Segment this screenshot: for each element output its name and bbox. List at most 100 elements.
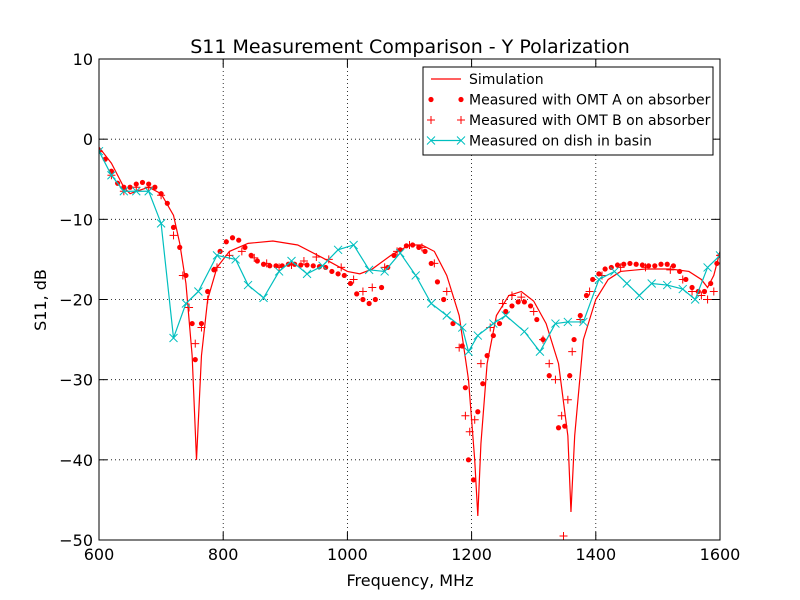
data-point bbox=[107, 170, 116, 180]
data-point bbox=[177, 244, 183, 250]
data-point bbox=[194, 287, 203, 296]
data-point bbox=[237, 247, 246, 256]
data-point bbox=[299, 257, 308, 266]
data-point bbox=[157, 191, 166, 200]
data-point bbox=[677, 268, 683, 275]
data-point bbox=[571, 336, 577, 343]
data-point bbox=[99, 146, 104, 156]
data-point bbox=[274, 267, 284, 276]
data-point bbox=[442, 287, 451, 296]
legend-label: Simulation bbox=[469, 72, 544, 88]
data-point bbox=[395, 248, 405, 258]
data-point bbox=[563, 395, 572, 404]
data-point bbox=[366, 300, 372, 307]
data-point bbox=[517, 293, 526, 302]
legend: Simulation Measured with OMT A on absorbe… bbox=[422, 66, 714, 156]
data-point bbox=[139, 179, 146, 186]
legend-marker bbox=[427, 116, 435, 124]
data-point bbox=[426, 299, 436, 308]
data-point bbox=[211, 267, 217, 273]
data-point bbox=[185, 303, 194, 312]
data-point bbox=[658, 261, 664, 267]
data-point bbox=[231, 255, 240, 264]
data-point bbox=[475, 409, 481, 415]
data-point bbox=[434, 279, 441, 285]
data-point bbox=[529, 307, 538, 316]
data-point bbox=[652, 263, 658, 269]
data-point bbox=[563, 317, 573, 327]
data-point bbox=[535, 347, 545, 356]
legend-label: Measured with OMT A on absorber bbox=[469, 93, 711, 109]
data-point bbox=[577, 312, 583, 319]
data-point bbox=[217, 248, 223, 254]
data-point bbox=[602, 266, 608, 272]
data-point bbox=[181, 299, 191, 308]
data-point bbox=[476, 359, 485, 368]
legend-label: Measured with OMT B on absorber bbox=[469, 113, 711, 129]
data-point bbox=[189, 320, 195, 327]
legend-marker bbox=[426, 136, 436, 145]
data-point bbox=[442, 311, 452, 320]
data-point bbox=[422, 248, 428, 254]
data-point bbox=[585, 287, 594, 296]
data-point bbox=[501, 311, 511, 320]
data-point bbox=[312, 253, 321, 262]
data-point bbox=[590, 276, 596, 283]
y-tick-label: 10 bbox=[73, 50, 93, 69]
data-point bbox=[191, 339, 200, 348]
x-axis-label: Frequency, MHz bbox=[346, 571, 473, 590]
data-point bbox=[144, 183, 153, 192]
chart-title: S11 Measurement Comparison - Y Polarizat… bbox=[190, 36, 630, 58]
data-point bbox=[380, 267, 390, 276]
data-point bbox=[641, 263, 650, 272]
data-point bbox=[688, 287, 697, 296]
y-tick-label: −50 bbox=[59, 531, 93, 550]
data-point bbox=[621, 261, 627, 267]
data-point bbox=[156, 218, 166, 228]
data-point bbox=[647, 279, 657, 288]
data-point bbox=[178, 271, 187, 280]
data-point bbox=[417, 243, 426, 252]
data-point bbox=[496, 320, 503, 327]
y-tick-label: −30 bbox=[59, 371, 93, 390]
data-point bbox=[470, 477, 477, 483]
y-tick-label: −10 bbox=[59, 210, 93, 229]
data-point bbox=[678, 275, 687, 284]
data-point bbox=[329, 268, 335, 275]
data-point bbox=[254, 258, 260, 264]
data-point bbox=[509, 303, 515, 309]
legend-marker bbox=[457, 116, 465, 124]
data-point bbox=[503, 308, 509, 315]
data-point bbox=[627, 260, 633, 267]
plot-area bbox=[99, 146, 720, 540]
data-point bbox=[639, 262, 645, 268]
data-point bbox=[99, 147, 103, 156]
data-point bbox=[358, 287, 367, 296]
data-point bbox=[470, 415, 479, 424]
data-point bbox=[430, 259, 439, 268]
data-point bbox=[318, 261, 327, 271]
data-point bbox=[527, 303, 534, 309]
data-point bbox=[567, 373, 573, 379]
data-point bbox=[633, 261, 639, 267]
data-point bbox=[170, 224, 177, 230]
data-point bbox=[391, 252, 397, 259]
data-point bbox=[473, 331, 483, 340]
data-point bbox=[248, 252, 254, 259]
data-point bbox=[666, 265, 675, 274]
y-axis-label: S11, dB bbox=[31, 269, 50, 331]
x-tick-label: 1600 bbox=[700, 545, 741, 564]
data-point bbox=[664, 261, 670, 267]
data-point bbox=[243, 280, 253, 290]
data-point bbox=[546, 373, 552, 379]
data-point bbox=[364, 265, 374, 275]
data-point bbox=[555, 425, 562, 431]
data-point bbox=[715, 251, 720, 260]
data-point bbox=[450, 320, 456, 327]
data-point bbox=[608, 264, 614, 271]
plot-frame bbox=[98, 58, 721, 541]
data-point bbox=[690, 295, 700, 304]
data-point bbox=[259, 293, 268, 303]
data-point bbox=[127, 184, 133, 190]
legend-marker bbox=[458, 96, 464, 103]
